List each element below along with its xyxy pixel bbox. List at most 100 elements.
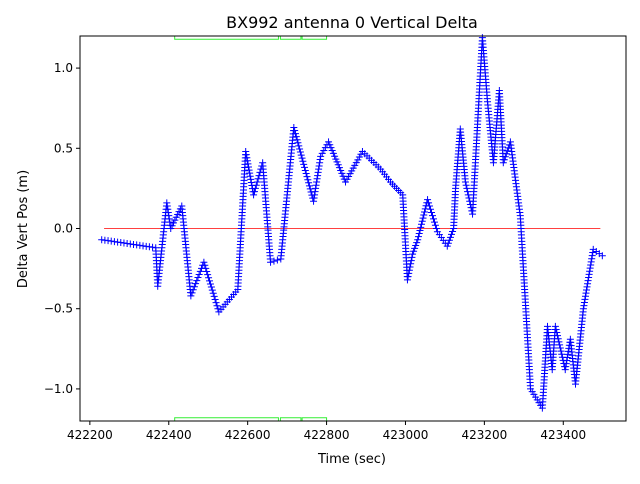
data-point-marker — [296, 148, 304, 156]
data-point-marker — [412, 242, 420, 250]
data-point-marker — [244, 160, 252, 168]
data-point-marker — [420, 211, 428, 219]
data-point-marker — [301, 163, 309, 171]
data-point-marker — [413, 239, 421, 247]
data-point-marker — [200, 258, 208, 266]
data-point-marker — [463, 184, 471, 192]
data-point-marker — [556, 341, 564, 349]
data-point-marker — [317, 152, 325, 160]
data-point-marker — [562, 363, 570, 371]
x-tick-label: 423200 — [461, 428, 507, 442]
data-point-marker — [208, 286, 216, 294]
data-point-marker — [301, 166, 309, 174]
data-point-marker — [337, 167, 345, 175]
data-point-marker — [303, 173, 311, 181]
data-point-marker — [328, 146, 336, 154]
data-point-marker — [586, 267, 594, 275]
data-point-marker — [430, 218, 438, 226]
data-point-marker — [554, 335, 562, 343]
x-tick-label: 422200 — [67, 428, 113, 442]
data-point-marker — [461, 178, 469, 186]
data-point-marker — [564, 350, 572, 358]
data-point-marker — [404, 273, 412, 281]
data-point-marker — [425, 199, 433, 207]
x-tick-label: 423400 — [540, 428, 586, 442]
data-point-marker — [416, 226, 424, 234]
data-point-marker — [247, 178, 255, 186]
data-point-marker — [326, 141, 334, 149]
data-point-marker — [315, 165, 323, 173]
y-axis-label: Delta Vert Pos (m) — [16, 170, 31, 288]
data-point-marker — [501, 153, 509, 161]
data-point-marker — [297, 151, 305, 159]
data-point-marker — [443, 242, 451, 250]
data-point-marker — [417, 220, 425, 228]
data-point-marker — [584, 277, 592, 285]
data-point-marker — [187, 292, 195, 300]
data-point-marker — [426, 202, 434, 210]
data-point-marker — [598, 252, 606, 260]
data-point-marker — [312, 181, 320, 189]
data-point-marker — [499, 159, 507, 167]
data-point-marker — [556, 344, 564, 352]
data-point-marker — [414, 236, 422, 244]
data-point-marker — [296, 145, 304, 153]
data-point-marker — [408, 253, 416, 261]
data-point-marker — [302, 170, 310, 178]
data-point-marker — [421, 208, 429, 216]
data-point-marker — [245, 166, 253, 174]
data-point-marker — [214, 305, 222, 313]
data-point-marker — [192, 280, 200, 288]
data-point-marker — [310, 197, 318, 205]
data-point-marker — [250, 188, 258, 196]
data-point-marker — [553, 332, 561, 340]
data-point-marker — [250, 191, 258, 199]
data-point-marker — [299, 157, 307, 165]
data-point-marker — [415, 230, 423, 238]
green-segment — [174, 417, 279, 421]
data-point-marker — [427, 205, 435, 213]
data-point-marker — [294, 139, 302, 147]
data-point-marker — [503, 147, 511, 155]
data-point-marker — [210, 292, 218, 300]
data-point-marker — [205, 277, 213, 285]
data-point-marker — [331, 152, 339, 160]
data-point-marker — [419, 214, 427, 222]
data-point-marker — [247, 175, 255, 183]
data-point-marker — [563, 357, 571, 365]
chart-title: BX992 antenna 0 Vertical Delta — [226, 13, 478, 32]
data-point-marker — [207, 283, 215, 291]
y-axis: −1.0 −0.5 0.0 0.5 1.0 — [44, 61, 80, 396]
data-point-marker — [444, 239, 452, 247]
data-point-marker — [446, 233, 454, 241]
data-point-marker — [316, 159, 324, 167]
data-point-marker — [585, 273, 593, 281]
data-point-marker — [583, 286, 591, 294]
data-point-marker — [462, 181, 470, 189]
data-point-marker — [333, 158, 341, 166]
data-point-marker — [417, 223, 425, 231]
data-point-marker — [551, 322, 559, 330]
data-point-marker — [581, 292, 589, 300]
data-point-marker — [581, 295, 589, 303]
x-axis: 422200 422400 422600 422800 423000 423200 4234… — [67, 421, 586, 442]
data-point-marker — [587, 261, 595, 269]
data-point-marker — [418, 217, 426, 225]
data-point-marker — [431, 221, 439, 229]
data-point-marker — [411, 244, 419, 252]
data-point-marker — [313, 178, 321, 186]
data-point-marker — [407, 260, 415, 268]
data-point-marker — [314, 172, 322, 180]
data-point-marker — [245, 163, 253, 171]
data-point-marker — [445, 236, 453, 244]
data-point-marker — [585, 270, 593, 278]
data-point-marker — [196, 267, 204, 275]
data-point-marker — [202, 264, 210, 272]
data-point-marker — [298, 154, 306, 162]
data-point-marker — [327, 144, 335, 152]
data-point-marker — [586, 264, 594, 272]
data-point-marker — [464, 188, 472, 196]
data-point-marker — [500, 156, 508, 164]
data-point-marker — [583, 283, 591, 291]
